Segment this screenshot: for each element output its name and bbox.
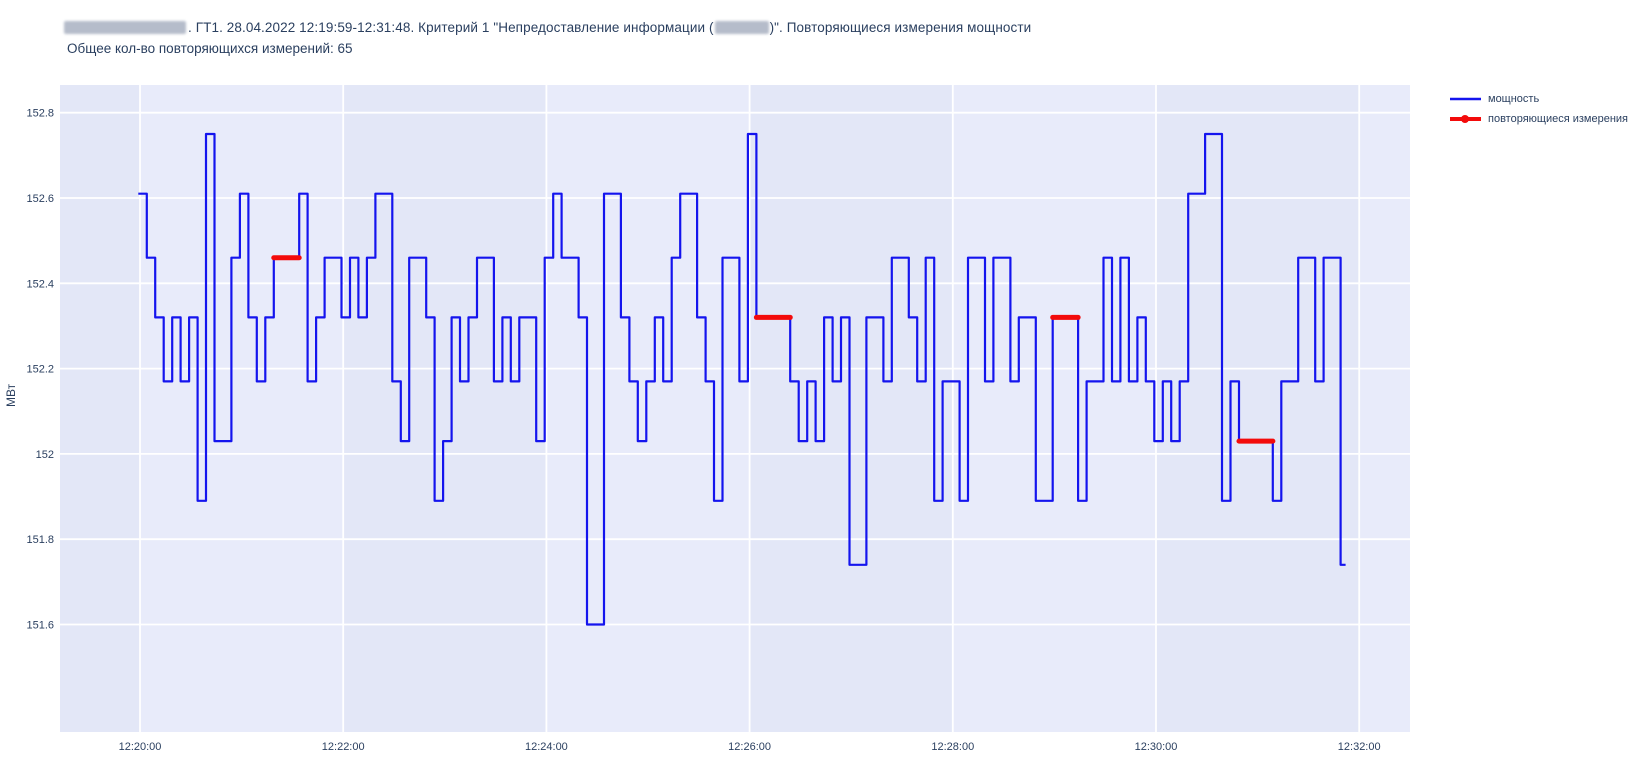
repeated-measurements	[271, 255, 1276, 444]
power-line-swatch	[1450, 97, 1481, 101]
redacted-block	[714, 21, 769, 34]
x-tick-label: 12:32:00	[1338, 741, 1381, 753]
legend-label-repeats: повторяющиеся измерения	[1488, 113, 1629, 125]
y-tick-label: 152.8	[26, 108, 54, 120]
page-title: . ГТ1. 28.04.2022 12:19:59-12:31:48. Кри…	[64, 20, 1031, 35]
y-tick-label: 151.6	[26, 620, 54, 632]
plot-background-band	[1359, 85, 1410, 732]
plot-background	[60, 85, 1410, 732]
legend-item-power[interactable]: мощность	[1449, 89, 1628, 109]
plot-background-band	[343, 85, 547, 732]
y-axis-ticks: 152.8 152.6 152.4 152.2 152 151.8 151.6	[26, 108, 54, 632]
gridlines	[60, 85, 1410, 732]
plot-background-band	[140, 85, 344, 732]
plot-background-band	[60, 85, 140, 732]
page-subtitle: Общее кол-во повторяющихся измерений: 65	[67, 41, 353, 56]
page-title-text-2: )". Повторяющиеся измерения мощности	[769, 20, 1032, 35]
x-axis-ticks: 12:20:00 12:22:00 12:24:00 12:26:00 12:28:00…	[119, 741, 1381, 753]
y-tick-label: 152.4	[26, 278, 54, 290]
redacted-block	[64, 21, 186, 34]
repeat-line-swatch	[1450, 115, 1481, 123]
x-tick-label: 12:28:00	[931, 741, 974, 753]
plot-background-band	[952, 85, 1156, 732]
legend-item-repeats[interactable]: повторяющиеся измерения	[1449, 109, 1628, 129]
x-tick-label: 12:20:00	[119, 741, 162, 753]
plot-background-band	[1155, 85, 1360, 732]
x-tick-label: 12:22:00	[322, 741, 365, 753]
legend: мощность повторяющиеся измерения	[1449, 89, 1628, 129]
y-tick-label: 151.8	[26, 534, 54, 546]
x-tick-label: 12:30:00	[1135, 741, 1178, 753]
legend-dot-icon	[1461, 115, 1469, 123]
y-tick-label: 152.6	[26, 193, 54, 205]
legend-label-power: мощность	[1488, 93, 1540, 105]
page-title-text-1: . ГТ1. 28.04.2022 12:19:59-12:31:48. Кри…	[188, 20, 714, 35]
power-step-line	[138, 132, 1346, 626]
plot-background-band	[546, 85, 750, 732]
y-tick-label: 152	[36, 449, 54, 461]
x-tick-label: 12:24:00	[525, 741, 568, 753]
plot-background-band	[749, 85, 953, 732]
x-tick-label: 12:26:00	[728, 741, 771, 753]
y-tick-label: 152.2	[26, 364, 54, 376]
